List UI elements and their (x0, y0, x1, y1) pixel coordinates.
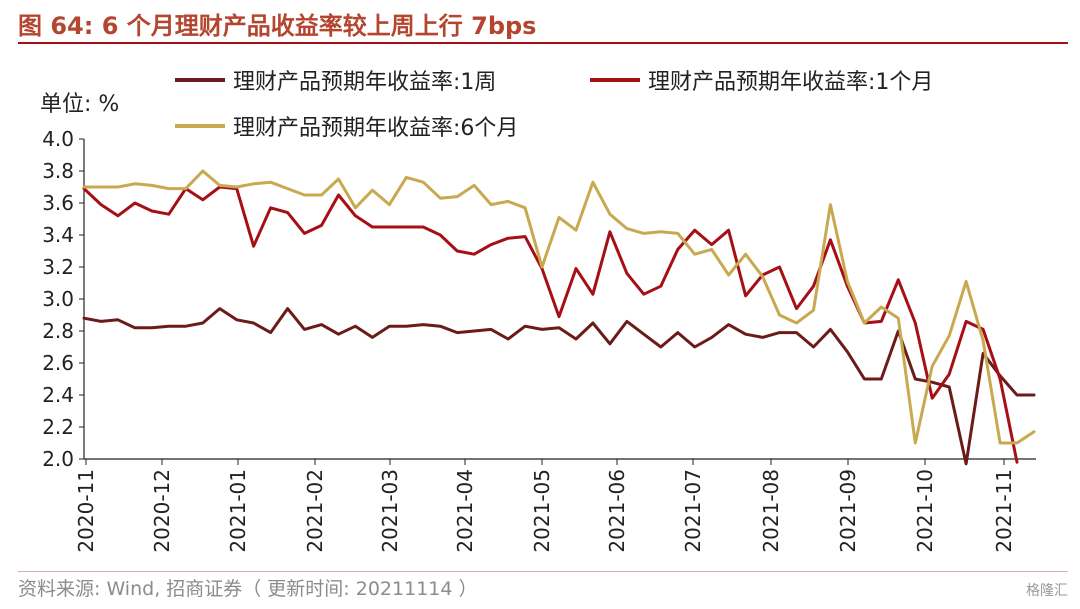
y-tick-label: 2.4 (42, 383, 74, 407)
x-tick-label: 2021-08 (759, 469, 783, 553)
unit-label: 单位: % (40, 92, 120, 117)
series-line-3 (82, 169, 1036, 445)
x-tick-label: 2021-07 (681, 469, 705, 553)
y-tick-label: 3.8 (42, 159, 74, 183)
y-tick-label: 2.6 (42, 351, 74, 375)
legend-item-1w: 理财产品预期年收益率:1周 (175, 64, 496, 96)
chart-series (82, 169, 1036, 466)
x-tick-label: 2021-01 (226, 469, 250, 553)
x-tick-label: 2021-03 (378, 469, 402, 553)
chart-axes: 4.0 3.8 3.6 3.4 3.2 3.0 2.8 2.6 2.4 2.2 2.02020-11… (42, 127, 1036, 553)
series-line-1 (82, 307, 1036, 466)
title-divider (18, 42, 1068, 44)
legend-swatch-1w (175, 78, 225, 82)
legend-label-1w: 理财产品预期年收益率:1周 (233, 70, 497, 95)
x-tick-label: 2020-12 (150, 469, 174, 553)
x-tick-label: 2021-04 (453, 469, 477, 553)
y-tick-label: 2.0 (42, 447, 74, 471)
legend-item-1m: 理财产品预期年收益率:1个月 (590, 64, 933, 96)
series-line-2 (82, 185, 1019, 464)
legend-swatch-1m (590, 78, 640, 82)
legend-item-6m: 理财产品预期年收益率:6个月 (175, 110, 518, 142)
footer-divider (18, 571, 1068, 572)
source-note: 资料来源: Wind, 招商证券（ 更新时间: 20211114 ） (18, 578, 478, 600)
watermark-logo: 格隆汇 (1026, 583, 1068, 599)
x-tick-label: 2021-05 (530, 469, 554, 553)
x-tick-label: 2021-06 (605, 469, 629, 553)
y-tick-label: 2.8 (42, 319, 74, 343)
x-tick-label: 2021-11 (992, 469, 1016, 553)
y-tick-label: 4.0 (42, 127, 74, 151)
y-tick-label: 3.6 (42, 191, 74, 215)
x-tick-label: 2021-02 (303, 469, 327, 553)
y-tick-label: 2.2 (42, 415, 74, 439)
y-tick-label: 3.2 (42, 255, 74, 279)
legend-swatch-6m (175, 124, 225, 128)
legend-label-6m: 理财产品预期年收益率:6个月 (233, 116, 519, 141)
x-tick-label: 2021-10 (913, 469, 937, 553)
legend-label-1m: 理财产品预期年收益率:1个月 (648, 70, 934, 95)
chart-title: 图 64: 6 个月理财产品收益率较上周上行 7bps (18, 12, 537, 40)
y-tick-label: 3.0 (42, 287, 74, 311)
x-tick-label: 2021-09 (836, 469, 860, 553)
y-tick-label: 3.4 (42, 223, 74, 247)
x-tick-label: 2020-11 (74, 469, 98, 553)
